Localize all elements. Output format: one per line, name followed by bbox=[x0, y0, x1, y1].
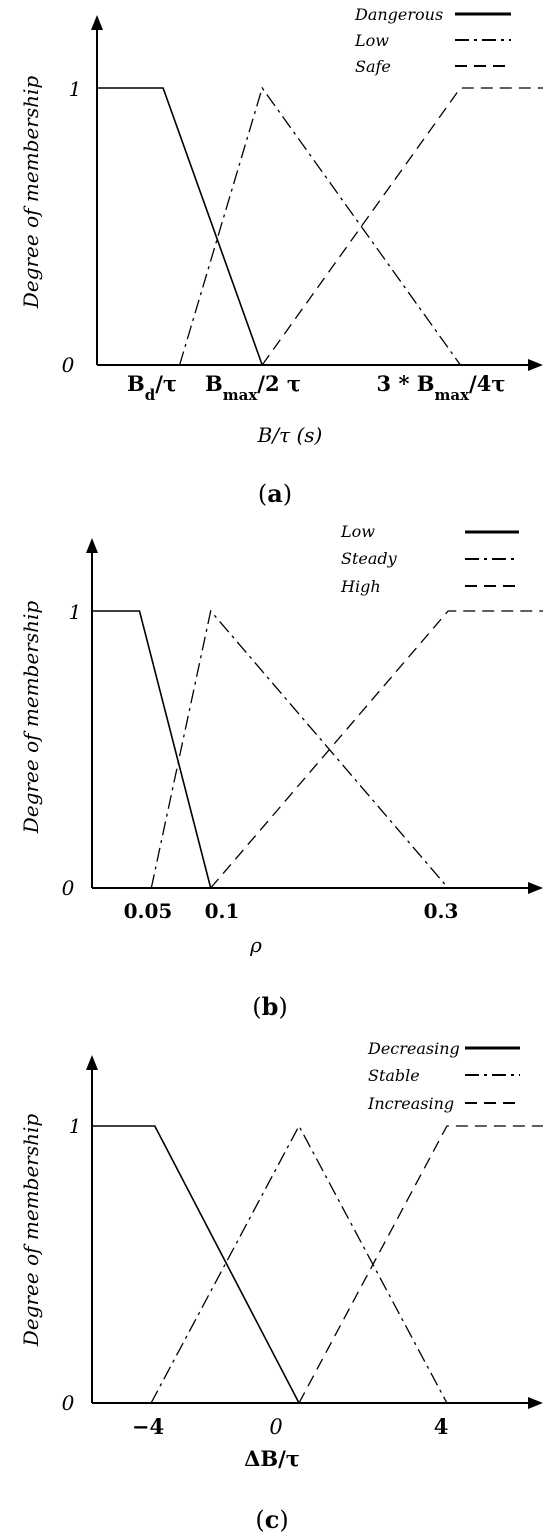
plot-area bbox=[97, 86, 543, 366]
y-tick-0: 0 bbox=[62, 353, 75, 377]
legend: Dangerous Low Safe bbox=[354, 5, 511, 76]
x-tick-bmax-2tau: Bmax/2 τ bbox=[205, 371, 301, 404]
y-axis-label: Degree of membership bbox=[19, 1114, 43, 1348]
plot-area bbox=[92, 1124, 543, 1404]
y-tick-1: 1 bbox=[69, 1114, 82, 1138]
y-tick-0: 0 bbox=[62, 876, 75, 900]
series-line-low bbox=[178, 86, 461, 366]
svg-text:Bd/τ: Bd/τ bbox=[127, 371, 177, 404]
x-tick-main: B bbox=[127, 371, 145, 396]
legend-label-high: High bbox=[340, 577, 381, 596]
x-tick-main: B bbox=[205, 371, 223, 396]
panel-caption: (b) bbox=[252, 992, 288, 1021]
x-tick-sub: d bbox=[145, 386, 156, 404]
x-tick-sub: max bbox=[223, 386, 259, 404]
legend: Low Steady High bbox=[340, 522, 519, 596]
caption-open: ( bbox=[258, 480, 267, 508]
panel-b: Degree of membership 1 0 0.05 0.1 0.3 ρ … bbox=[19, 522, 543, 1021]
y-tick-1: 1 bbox=[69, 600, 82, 624]
series-line-steady bbox=[150, 609, 449, 889]
y-tick-0: 0 bbox=[62, 1391, 75, 1415]
x-tick-main: 3 * B bbox=[377, 371, 435, 396]
caption-letter: a bbox=[267, 479, 283, 508]
x-axis-arrow bbox=[528, 1397, 543, 1409]
series-line-increasing bbox=[298, 1125, 543, 1404]
caption-close: ) bbox=[283, 480, 292, 508]
panel-a: Degree of membership 1 0 Bd/τ Bmax/2 τ 3… bbox=[19, 5, 543, 508]
x-tick-rest: /τ bbox=[155, 371, 177, 396]
x-tick-rest: /4τ bbox=[469, 371, 505, 396]
series-line-safe bbox=[261, 87, 543, 366]
legend-label-dangerous: Dangerous bbox=[354, 5, 443, 24]
x-tick-0.1: 0.1 bbox=[205, 899, 240, 923]
legend-label-steady: Steady bbox=[341, 549, 398, 568]
series-line-dangerous bbox=[97, 87, 263, 366]
y-tick-1: 1 bbox=[69, 77, 82, 101]
x-tick-4: 4 bbox=[434, 1414, 449, 1439]
x-tick-0.3: 0.3 bbox=[424, 899, 459, 923]
y-axis-arrow bbox=[86, 538, 98, 553]
series-line-low bbox=[92, 610, 212, 889]
legend: Decreasing Stable Increasing bbox=[367, 1039, 520, 1113]
legend-label-safe: Safe bbox=[355, 57, 391, 76]
x-tick-sub: max bbox=[435, 386, 471, 404]
plot-area bbox=[92, 609, 543, 889]
series-line-stable bbox=[150, 1124, 448, 1404]
panel-c: Degree of membership 1 0 −4 0 4 ΔB/τ Dec… bbox=[19, 1039, 543, 1534]
series-line-high bbox=[210, 610, 543, 889]
y-axis-label: Degree of membership bbox=[19, 76, 43, 310]
caption-letter: c bbox=[265, 1505, 280, 1534]
caption-letter: b bbox=[262, 992, 279, 1021]
y-axis-label: Degree of membership bbox=[19, 601, 43, 835]
svg-text:3 * Bmax/4τ: 3 * Bmax/4τ bbox=[377, 371, 506, 404]
legend-label-increasing: Increasing bbox=[367, 1094, 454, 1113]
legend-label-stable: Stable bbox=[368, 1066, 420, 1085]
x-tick-rest: /2 τ bbox=[257, 371, 301, 396]
x-axis-label: ΔB/τ bbox=[244, 1446, 300, 1471]
legend-label-decreasing: Decreasing bbox=[367, 1039, 460, 1058]
x-axis-arrow bbox=[528, 882, 543, 894]
x-tick-minus4: −4 bbox=[132, 1414, 164, 1439]
x-axis-label: ρ bbox=[249, 933, 262, 957]
panel-caption: (a) bbox=[258, 479, 292, 508]
x-axis-arrow bbox=[528, 359, 543, 371]
caption-open: ( bbox=[252, 993, 261, 1021]
x-tick-0.05: 0.05 bbox=[124, 899, 173, 923]
legend-label-low: Low bbox=[340, 522, 375, 541]
panel-caption: (c) bbox=[255, 1505, 288, 1534]
y-axis-arrow bbox=[91, 15, 103, 30]
caption-open: ( bbox=[255, 1506, 264, 1534]
svg-text:Bmax/2 τ: Bmax/2 τ bbox=[205, 371, 301, 404]
x-tick-3bmax-4tau: 3 * Bmax/4τ bbox=[377, 371, 506, 404]
caption-close: ) bbox=[278, 993, 287, 1021]
x-tick-bd: Bd/τ bbox=[127, 371, 177, 404]
legend-label-low: Low bbox=[354, 31, 389, 50]
series-line-decreasing bbox=[92, 1125, 300, 1404]
caption-close: ) bbox=[279, 1506, 288, 1534]
x-axis-label: B/τ (s) bbox=[257, 423, 323, 447]
x-tick-0: 0 bbox=[269, 1415, 282, 1439]
y-axis-arrow bbox=[86, 1055, 98, 1070]
